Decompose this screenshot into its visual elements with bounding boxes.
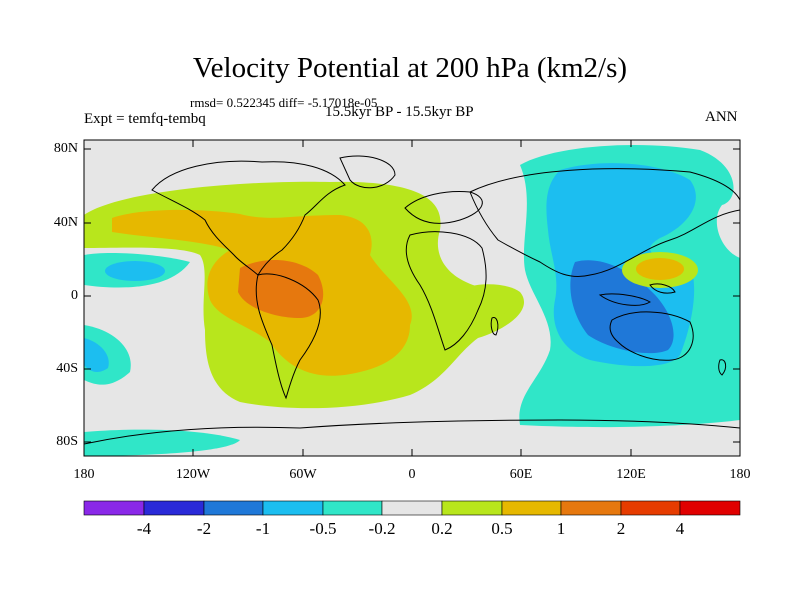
season-label: ANN <box>705 109 738 125</box>
map-field <box>84 140 740 456</box>
colorbar-label: 2 <box>616 519 626 538</box>
colorbar-swatch <box>441 500 503 516</box>
coastlines <box>84 155 740 445</box>
colorbar-swatch <box>679 500 741 516</box>
contour-region <box>105 261 165 281</box>
contour-region <box>84 429 240 456</box>
lon-label: 120E <box>616 467 646 482</box>
colorbar-swatch <box>560 500 622 516</box>
colorbar-swatch <box>262 500 324 516</box>
contour-region <box>636 258 684 280</box>
colorbar-label: 4 <box>675 519 685 538</box>
lon-label: 60W <box>289 467 317 482</box>
colorbar-label: 0.5 <box>491 519 513 538</box>
stats-text: rmsd= 0.522345 diff= -5.17018e-05 <box>190 95 378 110</box>
lon-label: 120W <box>175 467 211 482</box>
colorbar-label: 0.2 <box>431 519 453 538</box>
colorbar-swatch <box>203 500 264 516</box>
colorbar-label: -0.5 <box>309 519 337 538</box>
colorbar-swatch <box>83 500 145 516</box>
colorbar-swatch <box>620 500 681 516</box>
lat-label: 80S <box>56 434 78 449</box>
lat-label: 0 <box>71 288 78 303</box>
colorbar-swatch <box>322 500 383 516</box>
colorbar-swatch <box>501 500 562 516</box>
lon-label: 0 <box>408 467 416 482</box>
colorbar-label: -2 <box>196 519 212 538</box>
lat-label: 40N <box>53 215 78 230</box>
axis-ticks <box>83 140 741 456</box>
lat-label: 40S <box>56 361 78 376</box>
map-title: Velocity Potential at 200 hPa (km2/s) <box>192 52 628 84</box>
experiment-label: Expt = temfq-tembq <box>84 111 206 127</box>
contour-region <box>570 260 674 354</box>
lat-label: 80N <box>53 141 78 156</box>
contour-region <box>465 284 520 324</box>
lon-label: 180 <box>729 467 751 482</box>
colorbar-label: -0.2 <box>368 519 396 538</box>
contour-region <box>84 338 109 372</box>
colorbar <box>83 500 741 516</box>
lon-label: 60E <box>509 467 533 482</box>
lon-label: 180 <box>73 467 95 482</box>
colorbar-label: 1 <box>556 519 566 538</box>
colorbar-swatch <box>143 500 205 516</box>
colorbar-swatch <box>381 500 443 516</box>
colorbar-label: -1 <box>255 519 271 538</box>
colorbar-label: -4 <box>136 519 152 538</box>
period-label: 15.5kyr BP - 15.5kyr BP <box>325 104 474 120</box>
